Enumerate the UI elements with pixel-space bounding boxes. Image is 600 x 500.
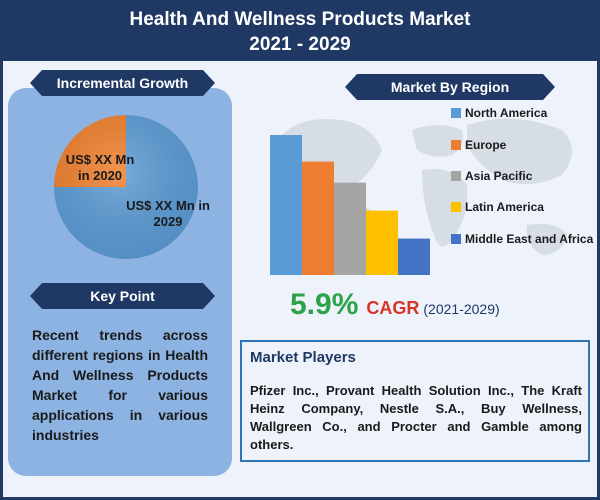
- map-europe: [412, 125, 464, 157]
- pie-label-2029: US$ XX Mn in 2029: [126, 198, 210, 229]
- map-australia: [526, 223, 567, 255]
- market-players-box: Market Players Pfizer Inc., Provant Heal…: [240, 340, 590, 462]
- market-players-text: Pfizer Inc., Provant Health Solution Inc…: [250, 383, 582, 452]
- bar-asia-pacific: [334, 182, 366, 275]
- cagr-callout: 5.9% CAGR (2021-2029): [290, 288, 500, 322]
- title-banner: Health And Wellness Products Market 2021…: [3, 3, 597, 61]
- legend-swatch: [451, 140, 461, 150]
- market-by-region-heading: Market By Region: [345, 74, 555, 100]
- legend-label: Middle East and Africa: [465, 232, 594, 246]
- legend-item: Asia Pacific: [451, 168, 532, 184]
- key-point-text: Recent trends across different regions i…: [32, 327, 208, 443]
- key-point-heading: Key Point: [30, 283, 215, 309]
- legend-swatch: [451, 171, 461, 181]
- legend-label: Asia Pacific: [465, 169, 533, 183]
- legend-swatch: [451, 234, 461, 244]
- legend-item: North America: [451, 105, 547, 121]
- bar-north-america: [270, 135, 302, 275]
- bar-latin-america: [366, 210, 398, 275]
- legend-item: Europe: [451, 137, 506, 153]
- pie-label-2020: US$ XX Mn in 2020: [65, 152, 135, 183]
- legend-swatch: [451, 202, 461, 212]
- bar-middle-east-and-africa: [398, 238, 430, 275]
- legend-label: Europe: [465, 138, 507, 152]
- incremental-growth-heading: Incremental Growth: [30, 70, 215, 96]
- legend-label: North America: [465, 106, 548, 120]
- cagr-period: (2021-2029): [423, 301, 500, 317]
- bar-europe: [302, 161, 334, 275]
- map-africa: [422, 169, 468, 247]
- cagr-value: 5.9%: [290, 288, 359, 321]
- page-subtitle: 2021 - 2029: [249, 34, 351, 55]
- legend-item: Middle East and Africa: [451, 231, 593, 247]
- legend-label: Latin America: [465, 200, 544, 214]
- incremental-growth-pie-chart: [54, 115, 198, 259]
- legend-item: Latin America: [451, 199, 544, 215]
- page-title: Health And Wellness Products Market: [129, 9, 471, 30]
- market-players-heading: Market Players: [250, 349, 356, 366]
- market-by-region-bar-chart: [270, 135, 430, 275]
- legend-swatch: [451, 108, 461, 118]
- cagr-label: CAGR: [366, 298, 420, 318]
- map-asia: [467, 118, 572, 184]
